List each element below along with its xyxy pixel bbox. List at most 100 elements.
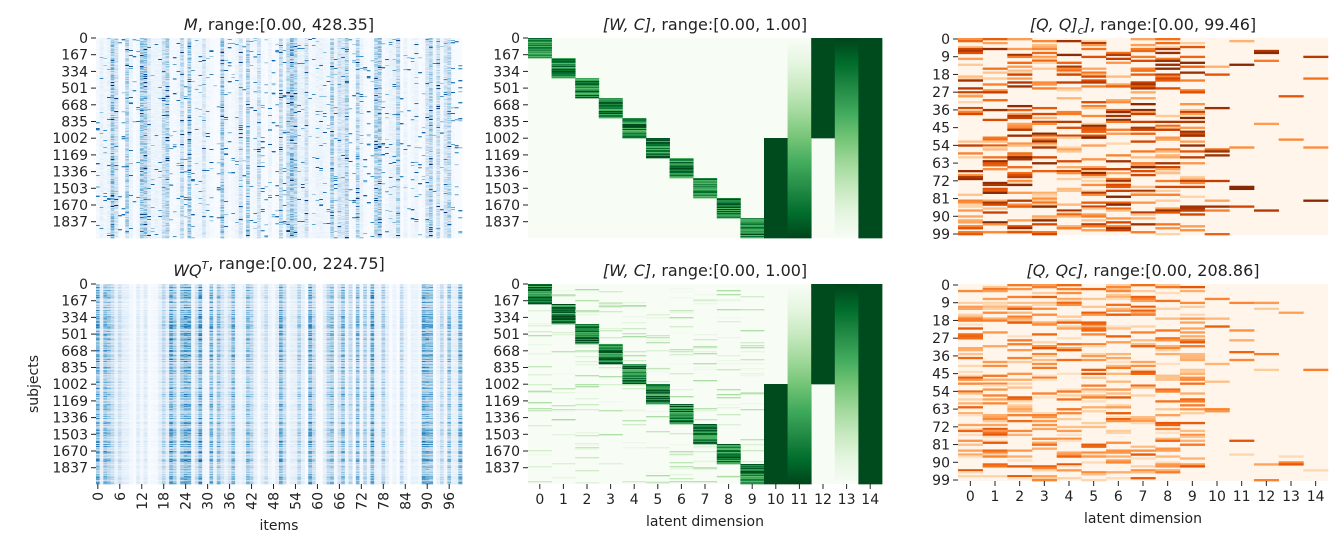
heatmap-cell [173, 57, 177, 58]
heatmap-cell [96, 46, 100, 47]
heatmap-cell [96, 49, 100, 50]
heatmap-cell [352, 57, 356, 58]
heatmap-cell [352, 47, 356, 48]
heatmap-cell [173, 61, 177, 62]
heatmap-cell [352, 65, 356, 66]
heatmap-cell [275, 63, 279, 64]
heatmap-cell [308, 45, 312, 46]
heatmap-cell [308, 65, 312, 66]
heatmap-cell [169, 73, 173, 74]
heatmap-cell [136, 77, 140, 78]
heatmap-cell [261, 76, 265, 77]
heatmap-cell [133, 56, 137, 57]
heatmap-cell [422, 76, 426, 77]
heatmap-cell [451, 61, 455, 62]
heatmap-cell [381, 58, 385, 59]
heatmap-cell [169, 64, 173, 65]
heatmap-cell [217, 51, 221, 52]
heatmap-cell [253, 63, 257, 64]
heatmap-cell [349, 60, 353, 61]
heatmap-cell [312, 67, 316, 68]
heatmap-cell [451, 54, 455, 55]
heatmap-cell [440, 49, 444, 50]
heatmap-cell [272, 60, 276, 61]
heatmap-cell [261, 44, 265, 45]
heatmap-cell [209, 64, 213, 65]
heatmap-cell [206, 63, 210, 64]
heatmap-cell [352, 67, 356, 68]
heatmap-cell [217, 38, 221, 39]
heatmap-cell [184, 53, 188, 54]
heatmap-cell [371, 44, 375, 45]
heatmap-cell [173, 40, 177, 41]
heatmap-cell [275, 65, 279, 66]
heatmap-cell [184, 72, 188, 73]
heatmap-cell [363, 63, 367, 64]
heatmap-cell [381, 63, 385, 64]
heatmap-cell [349, 64, 353, 65]
heatmap-cell [261, 47, 265, 48]
heatmap-cell [231, 66, 235, 67]
heatmap-cell [451, 42, 455, 43]
heatmap-cell [411, 54, 415, 55]
heatmap-cell [96, 38, 100, 39]
heatmap-cell [363, 46, 367, 47]
heatmap-cell [407, 57, 411, 58]
heatmap-cell [96, 68, 100, 69]
heatmap-cell [352, 71, 356, 72]
heatmap-cell [169, 47, 173, 48]
heatmap-cell [122, 39, 126, 40]
heatmap-cell [96, 43, 100, 44]
heatmap-cell [283, 46, 287, 47]
heatmap-cell [418, 57, 422, 58]
heatmap-cell [363, 74, 367, 75]
heatmap-cell [385, 38, 389, 39]
heatmap-cell [231, 44, 235, 45]
heatmap-cell [217, 62, 221, 63]
heatmap-cell [96, 72, 100, 73]
heatmap-cell [169, 42, 173, 43]
heatmap-cell [261, 70, 265, 71]
heatmap-cell [455, 41, 459, 42]
heatmap-cell [261, 58, 265, 59]
heatmap-cell [242, 46, 246, 47]
heatmap-cell [231, 47, 235, 48]
heatmap-cell [209, 57, 213, 58]
heatmap-cell [231, 55, 235, 56]
heatmap-cell [231, 63, 235, 64]
heatmap-cell [363, 42, 367, 43]
heatmap-cell [228, 59, 232, 60]
heatmap-cell [308, 54, 312, 55]
heatmap-cell [133, 39, 137, 40]
heatmap-cell [381, 43, 385, 44]
heatmap-cell [231, 41, 235, 42]
heatmap-cell [422, 68, 426, 69]
heatmap-cell [371, 38, 375, 39]
heatmap-cell [96, 56, 100, 57]
heatmap-cell [451, 70, 455, 71]
heatmap-cell [371, 41, 375, 42]
heatmap-cell [173, 66, 177, 67]
heatmap-panel-1: M, range:[0.00, 428.35]01673345016688351… [52, 15, 462, 238]
heatmap-cell [198, 64, 202, 65]
heatmap-cell [352, 69, 356, 70]
heatmap-cell [327, 57, 331, 58]
heatmap-cell [250, 69, 254, 70]
heatmap-cell [418, 72, 422, 73]
heatmap-cell [283, 63, 287, 64]
heatmap-cell [96, 53, 100, 54]
heatmap-cell [308, 74, 312, 75]
heatmap-cell [173, 52, 177, 53]
heatmap-cell [103, 70, 107, 71]
heatmap-cell [308, 48, 312, 49]
heatmap-cell [411, 50, 415, 51]
heatmap-cell [349, 55, 353, 56]
heatmap-cell [169, 76, 173, 77]
heatmap-cell [283, 43, 287, 44]
heatmap-cell [96, 41, 100, 42]
heatmap-cell [352, 39, 356, 40]
heatmap-cell [352, 53, 356, 54]
heatmap-cell [352, 60, 356, 61]
heatmap-cell [451, 72, 455, 73]
heatmap-cell [228, 57, 232, 58]
